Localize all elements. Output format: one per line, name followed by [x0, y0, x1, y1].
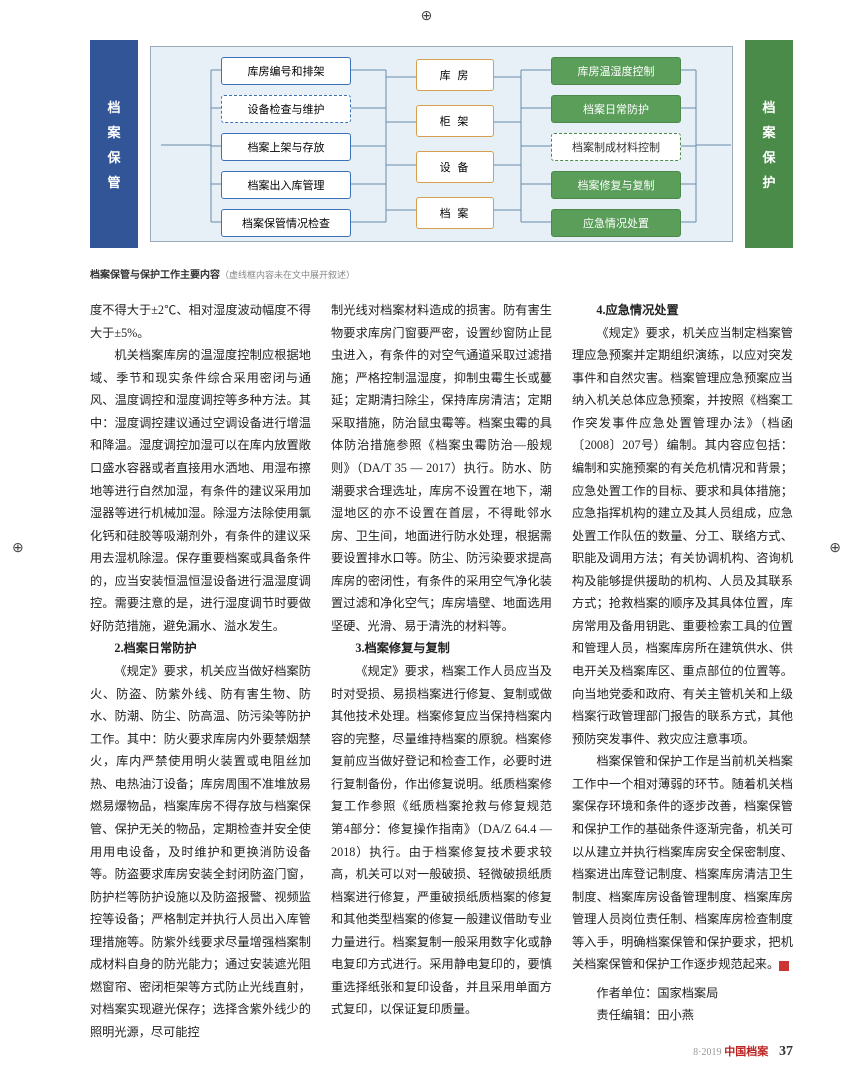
diagram-caption: 档案保管与保护工作主要内容（虚线框内容未在文中展开叙述） — [90, 266, 793, 281]
heading-3: 3.档案修复与复制 — [331, 637, 552, 660]
page-footer: 8·2019 中国档案 37 — [693, 1043, 793, 1060]
paragraph: 《规定》要求，档案工作人员应当及时对受损、易损档案进行修复、复制或做其他技术处理… — [331, 660, 552, 1021]
box-green: 库房温湿度控制 — [551, 57, 681, 85]
flowchart-diagram: 档案保管 档案保护 库房编号和排架 设备检查与维护 档案上 — [90, 30, 793, 258]
column-2: 制光线对档案材料造成的损害。防有害生物要求库房门窗要严密，设置纱窗防止昆虫进入，… — [331, 299, 552, 1044]
page-content: 档案保管 档案保护 库房编号和排架 设备检查与维护 档案上 — [0, 0, 853, 1064]
author-unit: 作者单位：国家档案局 — [572, 982, 793, 1005]
paragraph: 《规定》要求，机关应当做好档案防火、防盗、防紫外线、防有害生物、防水、防潮、防尘… — [90, 660, 311, 1044]
text-columns: 度不得大于±2℃、相对湿度波动幅度不得大于±5%。 机关档案库房的温湿度控制应根… — [90, 299, 793, 1044]
diagram-col2: 库 房 柜 架 设 备 档 案 — [416, 59, 494, 243]
paragraph: 《规定》要求，机关应当制定档案管理应急预案并定期组织演练，以应对突发事件和自然灾… — [572, 322, 793, 751]
paragraph: 机关档案库房的温湿度控制应根据地域、季节和现实条件综合采用密闭与通风、温度调控和… — [90, 344, 311, 637]
box-green: 应急情况处置 — [551, 209, 681, 237]
end-mark-icon — [779, 961, 789, 971]
paragraph: 制光线对档案材料造成的损害。防有害生物要求库房门窗要严密，设置纱窗防止昆虫进入，… — [331, 299, 552, 637]
registration-mark-right: ⊕ — [829, 540, 841, 557]
magazine-name: 中国档案 — [724, 1046, 768, 1058]
diagram-col3: 库房温湿度控制 档案日常防护 档案制成材料控制 档案修复与复制 应急情况处置 — [551, 57, 681, 247]
box-blue-dashed: 设备检查与维护 — [221, 95, 351, 123]
registration-mark-left: ⊕ — [12, 540, 24, 557]
diagram-left-label: 档案保管 — [90, 40, 138, 248]
diagram-inner: 库房编号和排架 设备检查与维护 档案上架与存放 档案出入库管理 档案保管情况检查… — [150, 46, 733, 242]
box-orange: 库 房 — [416, 59, 494, 91]
heading-2: 2.档案日常防护 — [90, 637, 311, 660]
paragraph: 档案保管和保护工作是当前机关档案工作中一个相对薄弱的环节。随着机关档案保存环境和… — [572, 750, 793, 976]
box-blue: 档案保管情况检查 — [221, 209, 351, 237]
box-blue: 档案上架与存放 — [221, 133, 351, 161]
box-orange: 设 备 — [416, 151, 494, 183]
box-green: 档案日常防护 — [551, 95, 681, 123]
box-blue: 库房编号和排架 — [221, 57, 351, 85]
registration-mark: ⊕ — [421, 8, 433, 25]
box-orange: 档 案 — [416, 197, 494, 229]
diagram-col1: 库房编号和排架 设备检查与维护 档案上架与存放 档案出入库管理 档案保管情况检查 — [221, 57, 351, 247]
diagram-right-label: 档案保护 — [745, 40, 793, 248]
box-orange: 柜 架 — [416, 105, 494, 137]
issue-number: 8·2019 — [693, 1047, 721, 1058]
column-3: 4.应急情况处置 《规定》要求，机关应当制定档案管理应急预案并定期组织演练，以应… — [572, 299, 793, 1044]
editor: 责任编辑：田小燕 — [572, 1004, 793, 1027]
paragraph: 度不得大于±2℃、相对湿度波动幅度不得大于±5%。 — [90, 299, 311, 344]
box-green: 档案修复与复制 — [551, 171, 681, 199]
page-number: 37 — [779, 1044, 793, 1059]
box-green-dashed: 档案制成材料控制 — [551, 133, 681, 161]
box-blue: 档案出入库管理 — [221, 171, 351, 199]
column-1: 度不得大于±2℃、相对湿度波动幅度不得大于±5%。 机关档案库房的温湿度控制应根… — [90, 299, 311, 1044]
heading-4: 4.应急情况处置 — [572, 299, 793, 322]
